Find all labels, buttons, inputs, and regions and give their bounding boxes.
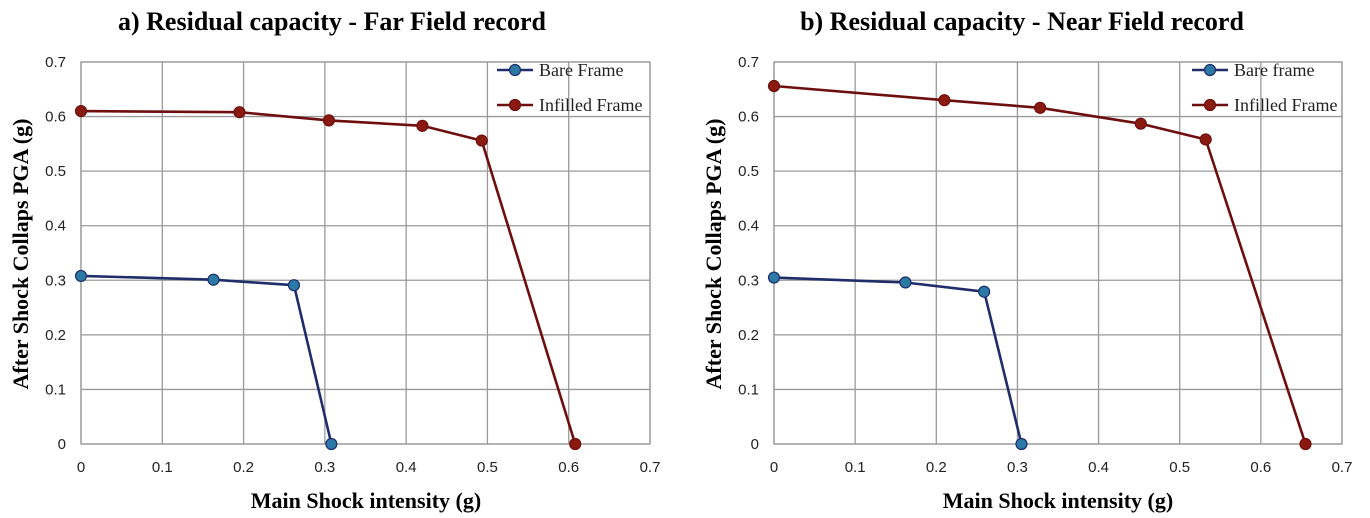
chart-b-x-tick-label: 0.5 bbox=[1169, 459, 1190, 476]
chart-b-series-infilled-legend-label: Infilled Frame bbox=[1234, 95, 1337, 115]
chart-b-y-tick-label: 0.4 bbox=[738, 218, 759, 235]
chart-a-series-infilled-point bbox=[416, 119, 429, 132]
chart-b-y-tick-label: 0.3 bbox=[738, 272, 759, 289]
chart-b-series-infilled-point bbox=[1199, 133, 1212, 146]
chart-a-y-tick-label: 0.3 bbox=[45, 272, 66, 289]
chart-a-x-tick-label: 0 bbox=[77, 459, 85, 476]
chart-a-y-tick-label: 0.4 bbox=[45, 218, 66, 235]
chart-a-y-tick-label: 0.2 bbox=[45, 327, 66, 344]
chart-a-title: a) Residual capacity - Far Field record bbox=[118, 7, 547, 36]
chart-b-series-infilled-point bbox=[938, 94, 951, 107]
chart-a-series-infilled-line bbox=[80, 109, 577, 445]
chart-b-title: b) Residual capacity - Near Field record bbox=[800, 7, 1244, 36]
chart-a-y-tick-label: 0 bbox=[58, 436, 66, 453]
chart-a-x-tick-label: 0.3 bbox=[314, 459, 335, 476]
chart-a-x-tick-label: 0.5 bbox=[477, 459, 498, 476]
chart-a-series-infilled-point bbox=[74, 105, 88, 118]
chart-a-x-axis-label: Main Shock intensity (g) bbox=[251, 488, 481, 513]
chart-b-series-infilled-line bbox=[773, 84, 1307, 445]
chart-b-series-infilled-point bbox=[1299, 437, 1312, 451]
chart-b-series-bare-point bbox=[1015, 437, 1028, 451]
chart-b: b) Residual capacity - Near Field record… bbox=[701, 7, 1352, 513]
chart-a-y-tick-label: 0.6 bbox=[45, 109, 66, 126]
chart-b-x-axis-label: Main Shock intensity (g) bbox=[943, 488, 1173, 513]
chart-b-x-tick-label: 0.3 bbox=[1007, 459, 1028, 476]
chart-a-series-bare-point bbox=[207, 273, 220, 286]
chart-a-series-bare-line bbox=[80, 274, 333, 445]
chart-b-series-infilled-legend-marker bbox=[1203, 98, 1217, 112]
chart-b-x-tick-label: 0.2 bbox=[926, 459, 947, 476]
chart-b-x-tick-label: 0.7 bbox=[1332, 459, 1353, 476]
chart-b-y-tick-label: 0.5 bbox=[738, 163, 759, 180]
chart-a-x-tick-label: 0.4 bbox=[396, 459, 417, 476]
chart-b-series-bare-legend-label: Bare frame bbox=[1234, 60, 1314, 80]
chart-b-series-infilled-point bbox=[1134, 117, 1147, 130]
chart-a-x-tick-label: 0.6 bbox=[558, 459, 579, 476]
chart-a-series-bare-point bbox=[74, 269, 88, 283]
chart-b-x-tick-label: 0 bbox=[770, 459, 778, 476]
chart-a-x-tick-label: 0.7 bbox=[640, 459, 661, 476]
chart-a-series-bare-legend-marker bbox=[508, 63, 522, 77]
chart-b-series-infilled-point bbox=[767, 79, 781, 93]
chart-a-x-tick-label: 0.2 bbox=[233, 459, 254, 476]
chart-a-plot-frame bbox=[80, 61, 651, 445]
chart-b-series-bare-line bbox=[773, 276, 1023, 445]
chart-a-series-bare-point bbox=[287, 279, 301, 292]
chart-a-y-axis-label: After Shock Collaps PGA (g) bbox=[8, 119, 33, 390]
chart-b-x-tick-label: 0.6 bbox=[1250, 459, 1271, 476]
chart-b-y-tick-label: 0.7 bbox=[738, 54, 759, 71]
chart-a-y-tick-label: 0.1 bbox=[45, 381, 66, 398]
chart-b-y-axis-label: After Shock Collaps PGA (g) bbox=[701, 119, 726, 390]
chart-a: a) Residual capacity - Far Field record 0… bbox=[8, 7, 660, 513]
chart-a-series-bare-point bbox=[325, 437, 338, 451]
chart-a-x-tick-label: 0.1 bbox=[152, 459, 173, 476]
chart-b-series-bare-point bbox=[899, 276, 912, 289]
chart-b-y-tick-label: 0 bbox=[751, 436, 759, 453]
chart-a-series-infilled-point bbox=[475, 134, 488, 147]
chart-b-y-tick-label: 0.6 bbox=[738, 109, 759, 126]
chart-b-y-tick-label: 0.1 bbox=[738, 381, 759, 398]
chart-b-x-tick-label: 0.1 bbox=[845, 459, 866, 476]
chart-b-x-tick-label: 0.4 bbox=[1088, 459, 1109, 476]
chart-a-series-infilled-legend-marker bbox=[508, 98, 522, 112]
chart-a-series-infilled-legend-label: Infilled Frame bbox=[539, 95, 642, 115]
chart-b-series-bare-point bbox=[767, 271, 781, 284]
chart-a-series-infilled-point bbox=[569, 437, 582, 451]
chart-a-y-tick-label: 0.5 bbox=[45, 163, 66, 180]
chart-a-series-infilled-point bbox=[233, 106, 246, 119]
chart-a-y-tick-label: 0.7 bbox=[45, 54, 66, 71]
chart-b-series-bare-legend-marker bbox=[1203, 63, 1217, 77]
chart-a-series-bare-legend-label: Bare Frame bbox=[539, 60, 623, 80]
chart-a-series-infilled-point bbox=[322, 114, 336, 127]
chart-b-series-infilled-point bbox=[1034, 101, 1047, 114]
chart-b-series-bare-point bbox=[978, 285, 991, 298]
chart-b-plot-frame bbox=[773, 61, 1343, 445]
chart-b-y-tick-label: 0.2 bbox=[738, 327, 759, 344]
